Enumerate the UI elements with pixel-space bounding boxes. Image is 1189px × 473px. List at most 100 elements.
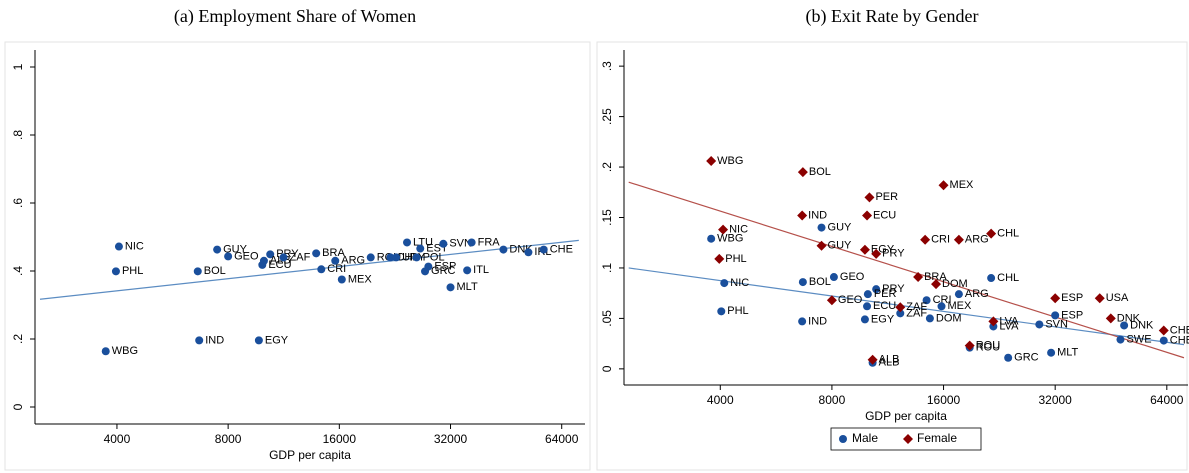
point-label: PER — [874, 288, 897, 300]
point — [337, 275, 346, 284]
point-label: GEO — [840, 271, 865, 283]
point — [258, 260, 267, 269]
point-label: FRA — [478, 236, 501, 248]
point — [931, 279, 942, 290]
point — [312, 249, 321, 258]
point-label: EGY — [871, 313, 895, 325]
point-label: CHE — [1170, 335, 1189, 347]
point-label: ZAF — [906, 307, 927, 319]
point — [1004, 353, 1013, 362]
x-axis-title: GDP per capita — [865, 409, 947, 423]
point — [986, 228, 997, 239]
point — [366, 253, 375, 262]
point — [859, 244, 870, 255]
point-label: BOL — [204, 265, 226, 277]
point — [920, 234, 931, 245]
point-label: DNK — [1117, 312, 1141, 324]
x-tick-label: 16000 — [323, 432, 357, 446]
point-label: NIC — [730, 277, 749, 289]
point-label: GUY — [828, 240, 853, 252]
point — [718, 224, 729, 235]
point-label: NIC — [729, 224, 748, 236]
point-label: CHL — [997, 228, 1019, 240]
point — [1158, 325, 1169, 336]
x-tick-label: 4000 — [104, 432, 131, 446]
panel-frame — [596, 41, 1188, 471]
point-label: GUY — [223, 243, 248, 255]
point-label: GUY — [828, 221, 853, 233]
point-label: GEO — [234, 250, 259, 262]
panel-title: (a) Employment Share of Women — [174, 6, 416, 27]
point-label: ARG — [341, 255, 365, 267]
x-tick-label: 8000 — [215, 432, 242, 446]
point-label: IND — [808, 315, 827, 327]
point — [403, 238, 412, 247]
point-label: PHL — [727, 305, 748, 317]
point — [826, 295, 837, 306]
point-label: CHL — [997, 272, 1019, 284]
point — [988, 316, 999, 327]
point-label: ESP — [434, 260, 456, 272]
point — [317, 265, 326, 274]
y-tick-label: 0 — [11, 403, 25, 410]
point — [862, 210, 873, 221]
point — [922, 296, 931, 305]
point-label: PRY — [882, 283, 905, 295]
point-label: MLT — [1057, 347, 1078, 359]
x-tick-label: 4000 — [707, 393, 734, 407]
point-label: PHL — [122, 265, 143, 277]
y-tick-label: .1 — [600, 263, 614, 273]
point-label: CRI — [933, 294, 952, 306]
point-label: SVN — [449, 238, 472, 250]
panel-title: (b) Exit Rate by Gender — [806, 6, 979, 27]
point-label: ECU — [268, 259, 291, 271]
legend-marker — [903, 434, 913, 444]
point — [707, 234, 716, 243]
point-label: GRC — [431, 265, 456, 277]
point-label: PHL — [725, 253, 746, 265]
point — [1051, 311, 1060, 320]
point-label: WBG — [717, 155, 743, 167]
point — [499, 245, 508, 254]
point-label: LVA — [999, 320, 1019, 332]
point — [1094, 293, 1105, 304]
x-axis-title: GDP per capita — [269, 448, 351, 462]
point — [720, 279, 729, 288]
point-label: WBG — [112, 345, 138, 357]
point — [386, 253, 395, 262]
point-label: POL — [423, 251, 445, 263]
point-label: GRC — [1014, 352, 1039, 364]
point-label: ITL — [473, 264, 489, 276]
y-tick-label: .8 — [11, 130, 25, 140]
point-label: IND — [205, 334, 224, 346]
point-label: NIC — [125, 240, 144, 252]
point — [101, 347, 110, 356]
point-label: ZAF — [290, 251, 311, 263]
point-label: PER — [875, 191, 898, 203]
point — [467, 238, 476, 247]
point — [416, 244, 425, 253]
point-label: ARG — [965, 234, 989, 246]
point — [1047, 348, 1056, 357]
point — [213, 245, 222, 254]
point — [421, 267, 430, 276]
point — [817, 223, 826, 232]
point-label: BOL — [809, 166, 831, 178]
point — [925, 314, 934, 323]
point — [954, 290, 963, 299]
x-tick-label: 8000 — [819, 393, 846, 407]
y-tick-label: .05 — [600, 310, 614, 327]
point-label: ALB — [879, 354, 900, 366]
point — [254, 336, 263, 345]
point — [871, 248, 882, 259]
point — [913, 272, 924, 283]
point-label: ARG — [965, 288, 989, 300]
point-label: BRA — [924, 271, 947, 283]
point-label: CRI — [327, 263, 346, 275]
point — [863, 302, 872, 311]
point-label: BOL — [809, 276, 831, 288]
fit-line — [39, 239, 579, 300]
point-label: WBG — [717, 233, 743, 245]
point-label: SWE — [1126, 333, 1151, 345]
